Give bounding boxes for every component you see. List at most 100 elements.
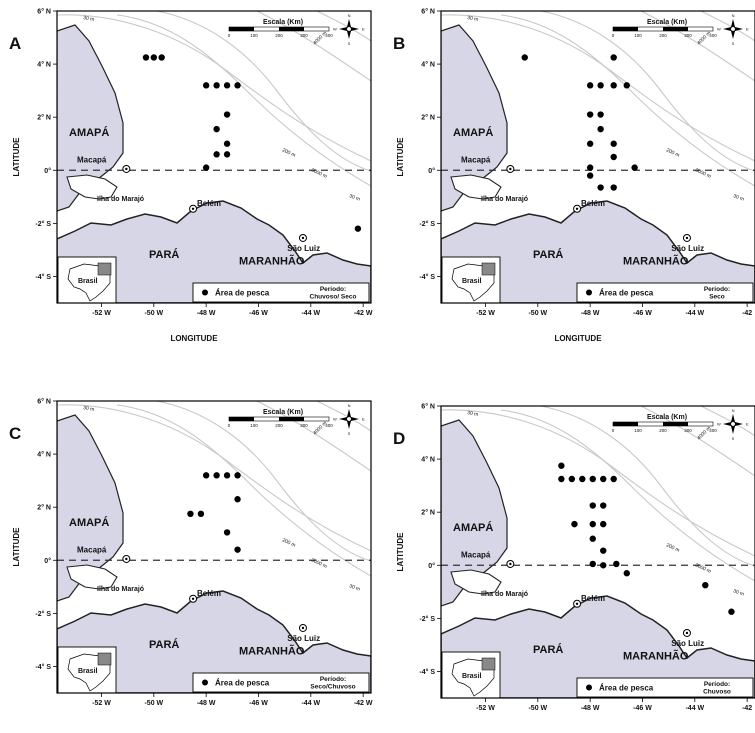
label-belem: Belém [197,589,221,598]
macapa-marker-dot [509,562,512,566]
lat-tick-label: 4° N [37,451,51,459]
scale-bar: Escala (Km) 0 100 200 300 400 [228,409,334,428]
label-macapa: Macapá [461,550,491,559]
lon-tick-label: -46 W [249,310,268,317]
fishing-point [187,510,194,518]
fishing-point [586,172,594,179]
lat-tick-label: 0° [428,167,435,175]
label-amapa: AMAPÁ [453,521,493,534]
isobath-line [640,11,755,82]
fishing-point [610,475,617,483]
label-marajo: Ilha do Marajó [97,586,144,593]
compass-rose-icon: N S E W [333,403,365,436]
lon-tick-label: -44 W [301,310,320,317]
fishing-point [223,472,231,479]
inset-brasil-label: Brasil [78,278,98,285]
legend-period-title: Período: [704,286,730,293]
inset-study-area [97,262,112,276]
land-amapa [441,419,508,607]
lon-tick-label: -46 W [249,700,268,707]
lat-tick-label: 2° N [421,509,435,517]
lat-tick-label: -2° S [35,220,51,228]
compass-s: S [732,436,735,441]
scale-bar: Escala (Km) 0 100 200 300 400 [228,19,334,38]
lat-tick-label: 6° N [421,403,435,411]
map-frame-border [440,10,755,304]
label-maranhao: MARANHÃO [623,255,689,268]
fishing-point [600,562,607,569]
lat-tick-label: 2° N [37,504,51,512]
legend: Área de pesca Período:Seco/Chuvoso [192,672,370,693]
fishing-point [579,475,586,483]
scale-tick: 200 [275,423,283,428]
inset-brazil: Brasil [441,651,501,698]
isobath-line [441,14,755,162]
scale-title: Escala (Km) [647,414,687,421]
scale-bar-segment [663,27,688,31]
fishing-point [223,140,231,147]
lon-tick-label: -50 W [528,705,547,712]
compass-w: W [717,27,721,32]
scale-bar-segment [279,27,304,31]
lat-tick-label: -2° S [419,220,435,228]
fishing-point [613,560,620,568]
fishing-point [600,502,607,509]
legend-label: Área de pesca [599,684,654,693]
fishing-point [213,151,220,158]
legend-period-value: Chuvoso [703,689,731,696]
label-macapa: Macapá [77,155,107,164]
scale-bar: Escala (Km) 0 100 200 300 400 [612,19,718,38]
legend-frame [192,672,370,693]
scale-tick: 400 [709,33,717,38]
lat-tick-label: -4° S [35,273,51,281]
y-axis-title: LATITUDE [12,527,21,567]
compass-rose-icon: N S E W [717,408,749,441]
legend-label: Área de pesca [215,289,270,298]
scale-tick: 100 [634,428,642,433]
legend-period-value: Chuvoso/ Seco [310,294,357,301]
isobath-line [540,11,755,172]
label-marajo: Ilha do Marajó [481,591,528,598]
label-maranhao: MARANHÃO [623,650,689,663]
lon-tick-label: -52 W [92,310,111,317]
lon-tick-label: -50 W [528,310,547,317]
island-marajo [66,174,118,200]
label-para: PARÁ [533,643,563,656]
fishing-point [600,475,607,483]
label-amapa: AMAPÁ [69,516,109,529]
scale-tick: 100 [634,33,642,38]
isobath-line [156,11,371,172]
isobath-label: 30 m [83,405,95,413]
legend-label: Área de pesca [215,679,270,688]
land-amapa [57,24,124,212]
land-para-maranhao [441,200,755,303]
legend: Área de pesca Período:Chuvoso/ Seco [192,282,370,303]
fishing-point [597,125,604,133]
island-marajo [66,564,118,590]
isobath-label: 30 m [732,193,745,202]
isobath-label: 30 m [467,15,479,23]
isobath-line [116,14,371,187]
x-axis-title: LONGITUDE [170,334,218,343]
isobath-label: 30 m [348,193,361,202]
fishing-point [213,125,220,133]
isobath-label: 30 m [83,15,95,23]
lat-tick-label: 4° N [421,456,435,464]
panel-letter: B [393,34,405,53]
scale-bar: Escala (Km) 0 100 200 300 400 [612,414,718,433]
lon-tick-label: -48 W [581,705,600,712]
isobath-line [256,11,371,82]
fishing-point [202,164,210,171]
map-frame-border [56,10,372,304]
scale-tick: 300 [684,428,692,433]
isobath-label: 200 m [665,542,680,553]
legend-label: Área de pesca [599,289,654,298]
lon-tick-label: -42 [742,705,752,712]
isobath-label: 200 m [281,147,296,158]
saoluiz-marker-dot [301,626,305,630]
lat-tick-label: 4° N [421,61,435,69]
scale-tick: 200 [659,428,667,433]
